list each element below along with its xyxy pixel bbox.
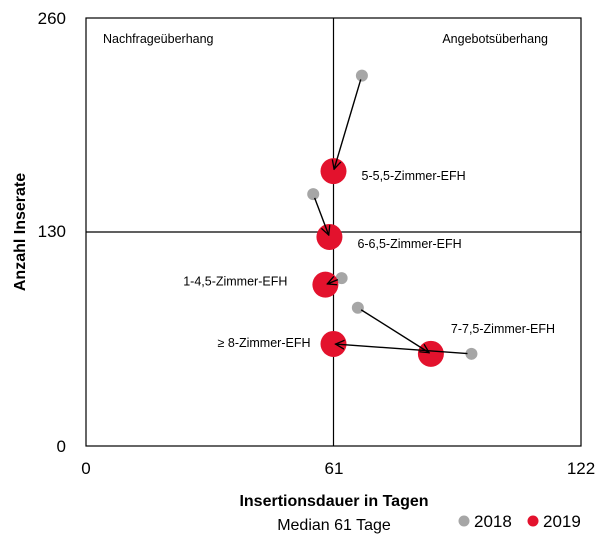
legend-marker-2018 (458, 515, 470, 527)
y-tick-0: 0 (57, 437, 66, 456)
x-tick-0: 0 (81, 459, 90, 478)
point-2019-6-6-5-zimmer-efh (316, 223, 343, 250)
point-2019-8-zimmer-efh (320, 330, 347, 357)
change-arrow-1-4-5-zimmer-efh (327, 280, 339, 284)
legend-marker-2019 (527, 515, 539, 527)
point-2019-5-5-5-zimmer-efh (320, 158, 347, 185)
y-tick-1: 130 (38, 222, 66, 241)
point-2018-6-6-5-zimmer-efh (307, 188, 320, 201)
change-arrow-8-zimmer-efh (335, 344, 468, 355)
change-arrow-7-7-5-zimmer-efh (360, 309, 429, 353)
point-label-6-6-5-zimmer-efh: 6-6,5-Zimmer-EFH (357, 237, 461, 251)
x-tick-2: 122 (567, 459, 595, 478)
point-2018-8-zimmer-efh (465, 347, 478, 360)
y-tick-2: 260 (38, 9, 66, 28)
y-axis-title: Anzahl Inserate (12, 173, 29, 291)
point-2019-7-7-5-zimmer-efh (417, 340, 444, 367)
quadrant-label-top-right: Angebotsüberhang (442, 32, 548, 46)
point-2019-1-4-5-zimmer-efh (312, 271, 339, 298)
point-label-5-5-5-zimmer-efh: 5-5,5-Zimmer-EFH (362, 169, 466, 183)
legend-label-2018: 2018 (474, 512, 512, 531)
point-2018-5-5-5-zimmer-efh (355, 69, 368, 82)
quadrant-label-top-left: Nachfrageüberhang (103, 32, 214, 46)
point-label-8-zimmer-efh: ≥ 8-Zimmer-EFH (218, 336, 311, 350)
point-2018-7-7-5-zimmer-efh (351, 301, 364, 314)
point-label-7-7-5-zimmer-efh: 7-7,5-Zimmer-EFH (451, 322, 555, 336)
point-2018-1-4-5-zimmer-efh (335, 272, 348, 285)
data-marks: 5-5,5-Zimmer-EFH 6-6,5-Zimmer-EFH 1-4,5-Zi… (183, 69, 555, 367)
point-label-1-4-5-zimmer-efh: 1-4,5-Zimmer-EFH (183, 275, 287, 289)
change-arrow-5-5-5-zimmer-efh (334, 79, 362, 169)
legend: 2018 2019 (458, 512, 581, 531)
change-arrow-6-6-5-zimmer-efh (313, 197, 329, 235)
legend-label-2019: 2019 (543, 512, 581, 531)
x-axis-title: Insertionsdauer in Tagen (239, 493, 428, 510)
x-tick-1: 61 (325, 459, 344, 478)
x-axis-subtitle: Median 61 Tage (277, 517, 391, 534)
